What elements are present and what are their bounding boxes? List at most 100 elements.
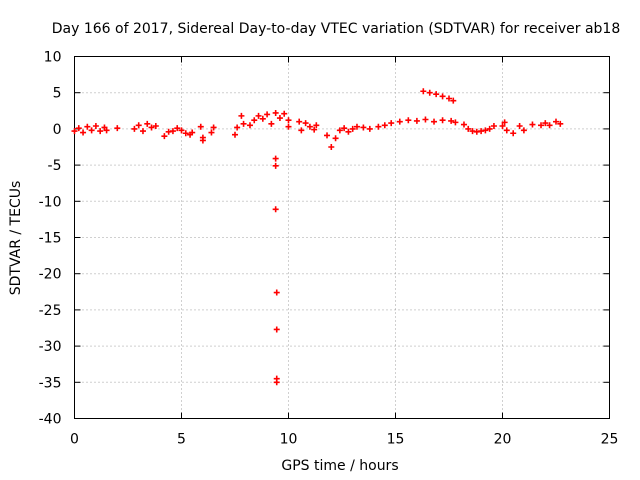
data-point bbox=[232, 131, 238, 138]
data-point bbox=[131, 125, 138, 132]
data-point bbox=[114, 125, 121, 132]
data-point bbox=[546, 122, 553, 129]
data-point bbox=[388, 120, 395, 127]
data-point bbox=[366, 125, 373, 132]
data-point bbox=[336, 127, 343, 134]
data-point bbox=[273, 379, 280, 386]
data-point bbox=[433, 91, 440, 98]
data-point bbox=[272, 162, 279, 169]
data-point bbox=[542, 120, 549, 127]
data-point bbox=[182, 130, 189, 137]
data-point bbox=[448, 117, 455, 124]
data-point bbox=[520, 127, 527, 134]
data-point bbox=[324, 132, 331, 139]
y-tick-label: -5 bbox=[48, 158, 62, 174]
y-tick-label: -40 bbox=[39, 412, 62, 428]
data-point bbox=[311, 126, 318, 133]
data-point bbox=[210, 124, 217, 131]
data-point bbox=[353, 123, 360, 130]
y-tick-label: -35 bbox=[39, 375, 62, 391]
y-tick-label: -25 bbox=[39, 303, 62, 319]
y-tick-label: -30 bbox=[39, 339, 62, 355]
data-point bbox=[405, 117, 412, 124]
data-point bbox=[396, 118, 403, 125]
data-point bbox=[460, 121, 467, 128]
data-points bbox=[71, 88, 564, 386]
data-point bbox=[144, 120, 151, 127]
data-point bbox=[208, 129, 215, 136]
data-point bbox=[240, 120, 247, 127]
data-point bbox=[273, 326, 280, 333]
axis-ticks bbox=[74, 56, 610, 419]
y-tick-label: -10 bbox=[39, 194, 62, 210]
data-point bbox=[272, 155, 279, 162]
y-tick-label: -15 bbox=[39, 231, 62, 247]
x-tick-label: 5 bbox=[177, 432, 186, 448]
data-point bbox=[189, 129, 196, 136]
data-point bbox=[420, 88, 427, 95]
data-point bbox=[482, 127, 489, 134]
x-tick-label: 15 bbox=[387, 432, 405, 448]
y-tick-label: -20 bbox=[39, 267, 62, 283]
data-point bbox=[71, 128, 78, 135]
data-point bbox=[302, 120, 309, 127]
data-point bbox=[234, 124, 241, 131]
data-point bbox=[501, 119, 508, 126]
data-point bbox=[152, 123, 159, 130]
data-point bbox=[197, 123, 204, 130]
data-point bbox=[516, 123, 523, 130]
y-tick-labels: 10 5 0 -5 -10 -15 -20 -25 -30 -35 -40 bbox=[39, 50, 62, 428]
data-point bbox=[422, 116, 429, 123]
data-point bbox=[360, 124, 367, 131]
data-point bbox=[174, 125, 181, 132]
data-point bbox=[431, 118, 438, 125]
data-point bbox=[510, 130, 517, 137]
data-point bbox=[426, 89, 433, 96]
data-point bbox=[313, 122, 320, 129]
data-point bbox=[251, 117, 258, 124]
x-tick-label: 20 bbox=[494, 432, 512, 448]
data-point bbox=[285, 123, 292, 130]
data-point bbox=[80, 129, 87, 136]
data-point bbox=[259, 115, 266, 122]
data-point bbox=[349, 125, 356, 132]
data-point bbox=[439, 93, 446, 100]
y-tick-label: 5 bbox=[53, 86, 62, 102]
data-point bbox=[341, 125, 348, 132]
x-tick-label: 10 bbox=[280, 432, 298, 448]
data-point bbox=[285, 117, 292, 124]
data-point bbox=[97, 128, 104, 135]
chart-title: Day 166 of 2017, Sidereal Day-to-day VTE… bbox=[52, 21, 621, 37]
data-point bbox=[452, 119, 459, 126]
data-point bbox=[75, 125, 82, 132]
data-point bbox=[84, 123, 91, 130]
data-point bbox=[298, 127, 305, 134]
data-point bbox=[199, 137, 206, 144]
data-point bbox=[264, 111, 271, 118]
grid-lines bbox=[74, 56, 610, 419]
x-axis-label: GPS time / hours bbox=[281, 458, 398, 474]
data-point bbox=[272, 206, 279, 213]
data-point bbox=[553, 118, 559, 125]
data-point bbox=[446, 95, 452, 102]
data-point bbox=[332, 135, 339, 142]
data-point bbox=[255, 112, 262, 119]
data-point bbox=[413, 117, 420, 124]
data-point bbox=[557, 120, 564, 127]
data-point bbox=[439, 117, 446, 124]
data-point bbox=[103, 127, 110, 134]
x-tick-label: 25 bbox=[601, 432, 619, 448]
data-point bbox=[178, 127, 185, 134]
y-tick-label: 10 bbox=[44, 50, 62, 66]
data-point bbox=[88, 127, 95, 134]
data-point bbox=[486, 125, 493, 132]
data-point bbox=[246, 122, 253, 129]
y-axis-label: SDTVAR / TECUs bbox=[8, 181, 24, 296]
data-point bbox=[272, 109, 279, 116]
data-point bbox=[538, 122, 545, 129]
data-point bbox=[529, 121, 536, 128]
data-point bbox=[169, 128, 176, 135]
data-point bbox=[276, 115, 283, 122]
data-point bbox=[465, 125, 472, 132]
